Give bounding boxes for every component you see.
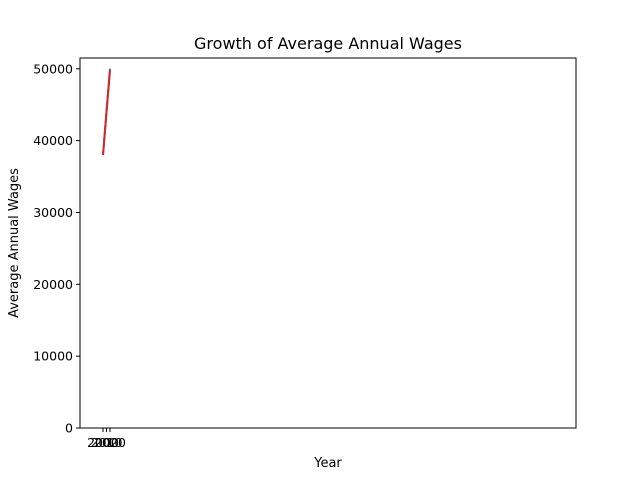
series-line-2 bbox=[102, 70, 111, 156]
y-axis-label: Average Annual Wages bbox=[7, 168, 22, 318]
y-tick-label: 50000 bbox=[33, 61, 73, 76]
y-tick-label: 30000 bbox=[33, 205, 73, 220]
x-tick-label: 2020 bbox=[94, 435, 126, 450]
y-axis: 0 10000 20000 30000 40000 50000 bbox=[33, 61, 80, 436]
y-tick-label: 0 bbox=[65, 421, 73, 436]
y-tick-label: 40000 bbox=[33, 133, 73, 148]
y-tick-label: 20000 bbox=[33, 277, 73, 292]
x-tick-label: 2000 bbox=[87, 435, 119, 450]
plot-frame bbox=[79, 57, 577, 429]
x-axis-label: Year bbox=[313, 456, 342, 471]
x-tick-label: 2010 bbox=[91, 435, 123, 450]
y-tick-label: 10000 bbox=[33, 349, 73, 364]
chart-title: Growth of Average Annual Wages bbox=[194, 34, 462, 53]
